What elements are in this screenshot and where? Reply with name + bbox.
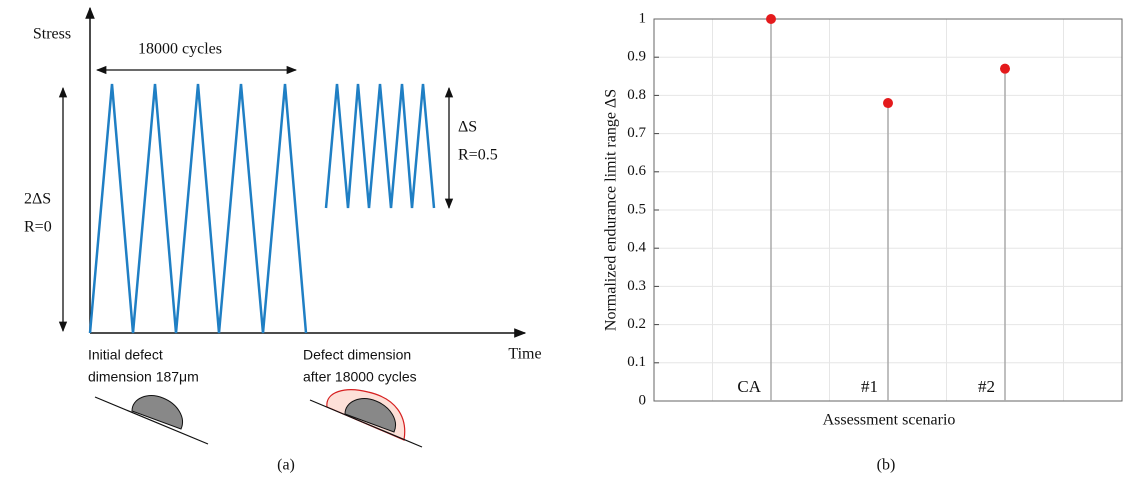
y-tick-label: 0.3 (627, 278, 646, 294)
y-tick-label: 0.7 (627, 125, 646, 141)
diagram: Stress Time 18000 cycles 2ΔS R=0 ΔS R=0.… (24, 6, 542, 474)
x-axis-label: Time (508, 346, 541, 363)
caption: (a) (277, 457, 295, 474)
stem-dot (766, 14, 776, 24)
final-defect-core (344, 398, 396, 433)
range-label: ΔS (458, 119, 477, 136)
chart: Assessment scenario Normalized endurance… (603, 10, 1123, 474)
surface-line (309, 399, 423, 448)
caption: (b) (877, 457, 896, 474)
y-tick-label: 0.8 (627, 87, 646, 103)
defect-label: dimension 187μm (88, 369, 199, 385)
y-tick-label: 0.1 (627, 354, 646, 370)
y-axis-label: Stress (33, 26, 71, 43)
surface-line (94, 396, 209, 445)
stem-dot (1000, 63, 1010, 74)
range-label: R=0 (24, 219, 52, 236)
y-tick-label: 0.5 (627, 201, 646, 217)
stem-dot (883, 98, 893, 109)
y-tick-label: 0.6 (627, 163, 646, 179)
x-tick-label: #1 (861, 377, 878, 396)
defect-label: Defect dimension (303, 347, 411, 363)
wave-r0 (88, 83, 308, 334)
wave-r05 (324, 83, 436, 209)
y-tick-label: 0.9 (627, 49, 646, 65)
period-label: 18000 cycles (138, 41, 222, 58)
y-tick-label: 0.4 (627, 240, 646, 256)
defect-label: after 18000 cycles (303, 369, 417, 385)
x-tick-label: CA (737, 377, 761, 396)
y-tick-label: 0.2 (627, 316, 646, 332)
y-tick-label: 1 (639, 10, 647, 26)
defect-label: Initial defect (88, 347, 163, 363)
x-axis-title: Assessment scenario (823, 412, 956, 429)
y-tick-label: 0 (639, 392, 647, 408)
y-axis-title: Normalized endurance limit range ΔS (603, 89, 620, 331)
initial-defect-shape (131, 395, 183, 430)
range-label: R=0.5 (458, 147, 498, 164)
x-tick-label: #2 (978, 377, 995, 396)
range-label: 2ΔS (24, 191, 51, 208)
